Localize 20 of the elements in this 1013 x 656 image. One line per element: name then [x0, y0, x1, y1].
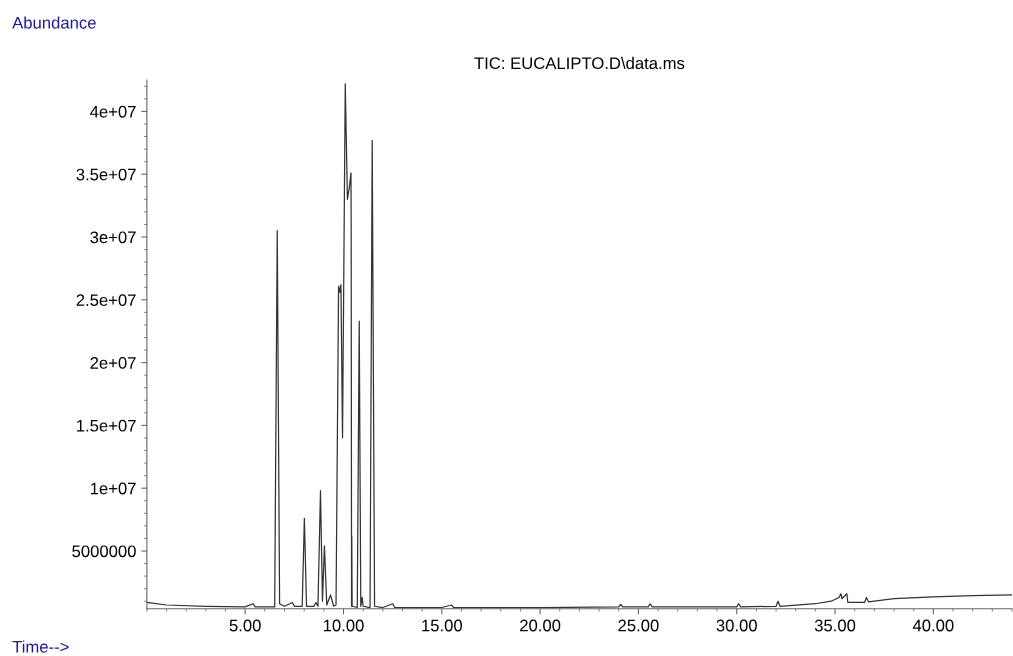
chart-title: TIC: EUCALIPTO.D\data.ms	[474, 56, 685, 70]
y-tick-label: 5000000	[72, 545, 136, 558]
y-tick-label: 3.5e+07	[76, 168, 136, 181]
y-tick-label: 3e+07	[90, 231, 136, 244]
y-tick-label: 2.5e+07	[76, 294, 136, 307]
x-tick-label: 25.00	[618, 619, 659, 632]
y-tick-label: 4e+07	[90, 105, 136, 118]
x-tick-label: 30.00	[716, 619, 757, 632]
y-tick-label: 2e+07	[90, 357, 136, 369]
line-series	[146, 83, 1012, 609]
y-axis-title: Abundance	[12, 16, 96, 29]
x-tick-label: 5.00	[229, 619, 261, 632]
x-tick-label: 35.00	[814, 619, 856, 632]
y-tick-label: 1.5e+07	[77, 419, 136, 432]
x-tick-label: 10.00	[323, 619, 364, 632]
x-tick-label: 40.00	[912, 619, 954, 632]
y-tick-label: 1e+07	[90, 482, 136, 495]
x-tick-label: 15.00	[422, 619, 463, 632]
x-tick-label: 20.00	[520, 619, 561, 632]
x-axis-title: Time-->	[12, 640, 69, 653]
